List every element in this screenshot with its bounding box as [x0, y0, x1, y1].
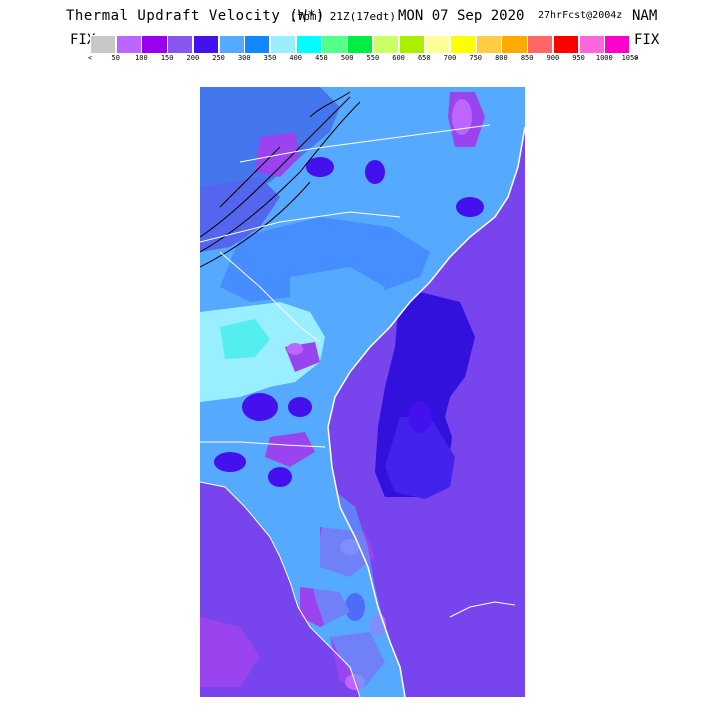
map-title: Thermal Updraft Velocity (W*)	[66, 8, 325, 24]
scale-under-marker: <	[87, 54, 93, 62]
coastal-water-zone	[385, 417, 455, 499]
scale-swatch	[270, 35, 297, 54]
scale-tick-label: 300	[237, 54, 251, 62]
coastline	[327, 126, 525, 697]
scale-tick-label: 850	[520, 54, 534, 62]
scale-swatch	[347, 35, 374, 54]
valid-time: 21Z(17edt)	[329, 10, 396, 23]
scale-swatch	[552, 35, 580, 54]
scale-swatch	[527, 35, 554, 54]
scale-tick-label: 950	[572, 54, 585, 62]
gulf-coastline	[200, 481, 361, 697]
scale-swatch	[578, 35, 605, 54]
contour-line	[200, 96, 351, 238]
map-title-bar: Thermal Updraft Velocity (W*) [fpm] 21Z(…	[0, 8, 726, 30]
scale-swatch	[604, 35, 631, 54]
hotspot-cell	[452, 99, 472, 135]
scale-tick-label: 250	[212, 54, 225, 62]
scale-swatch	[167, 35, 194, 54]
scale-tick-label: 900	[546, 54, 560, 62]
updraft-cell	[268, 467, 292, 487]
model-name: NAM	[632, 8, 658, 24]
forecast-info: 27hrFcst@2004z	[538, 10, 623, 21]
strong-cell	[265, 432, 315, 467]
scale-tick-label: 1000	[595, 54, 613, 62]
forecast-date: MON 07 Sep 2020	[398, 8, 525, 24]
scale-swatch	[475, 35, 502, 54]
scale-swatch	[398, 35, 425, 54]
land-band-high	[220, 319, 270, 359]
updraft-cell	[456, 197, 484, 217]
contour-line	[200, 101, 361, 253]
scale-tick-label: 400	[289, 54, 303, 62]
scale-tick-label: 200	[186, 54, 200, 62]
updraft-cell	[288, 397, 312, 417]
scale-swatch	[90, 35, 117, 54]
keys-coastline	[449, 601, 516, 618]
color-scale-ticks: <50 100 150 200 250 300 350 400 450 500 550 600 650 7…	[82, 54, 652, 66]
contour-line	[219, 146, 281, 208]
contour-line	[309, 91, 351, 118]
scale-tick-label: 100	[135, 54, 148, 62]
map-panel	[200, 87, 525, 697]
scale-tick-label: 1050	[621, 54, 639, 62]
units-label: [fpm]	[290, 10, 324, 23]
scale-swatch	[321, 35, 348, 54]
state-boundary	[239, 124, 491, 163]
scale-tick-label: 700	[443, 54, 457, 62]
updraft-cell	[242, 393, 278, 421]
scale-tick-label: 150	[160, 54, 174, 62]
boundaries	[200, 124, 525, 697]
scale-swatch	[141, 35, 168, 54]
scale-tick-label: 750	[469, 54, 483, 62]
state-boundary	[200, 211, 401, 243]
scale-swatch	[218, 35, 245, 54]
scale-swatch	[424, 35, 451, 54]
scale-over-marker: >	[633, 54, 639, 62]
legend-fix-right: FIX	[634, 32, 660, 48]
contour-line	[200, 181, 311, 268]
scale-tick-label: 450	[315, 54, 328, 62]
legend-fix-left: FIX	[70, 32, 96, 48]
scale-swatch	[372, 35, 400, 54]
units-and-valid-time: [fpm] 21Z(17edt)	[290, 10, 396, 23]
updraft-cell	[214, 452, 246, 472]
state-boundary	[200, 441, 326, 448]
land-band-mid	[220, 217, 430, 302]
terrain-contours	[200, 91, 361, 268]
florida-peninsula	[310, 487, 405, 697]
scale-tick-label: 650	[417, 54, 431, 62]
scale-swatch	[244, 35, 271, 54]
state-boundary	[219, 251, 321, 343]
hotspot-cell	[287, 343, 303, 355]
land-band-dark	[200, 177, 280, 252]
strong-cell	[255, 132, 300, 177]
scale-tick-label: 800	[495, 54, 508, 62]
updraft-cell	[306, 157, 334, 177]
scale-tick-label: 600	[392, 54, 405, 62]
scale-tick-label: 50	[111, 54, 120, 62]
scale-swatch	[295, 35, 322, 54]
color-scale	[90, 35, 631, 55]
updraft-cell	[365, 160, 385, 184]
strong-cell	[200, 617, 260, 687]
scale-tick-label: 500	[340, 54, 354, 62]
scale-swatch	[192, 35, 220, 54]
updraft-cell	[408, 401, 432, 433]
scale-tick-label: 350	[263, 54, 277, 62]
scale-swatch	[115, 35, 142, 54]
scale-swatch	[450, 35, 477, 54]
scale-swatch	[501, 35, 528, 54]
scale-tick-label: 550	[366, 54, 380, 62]
map-canvas	[200, 87, 525, 697]
